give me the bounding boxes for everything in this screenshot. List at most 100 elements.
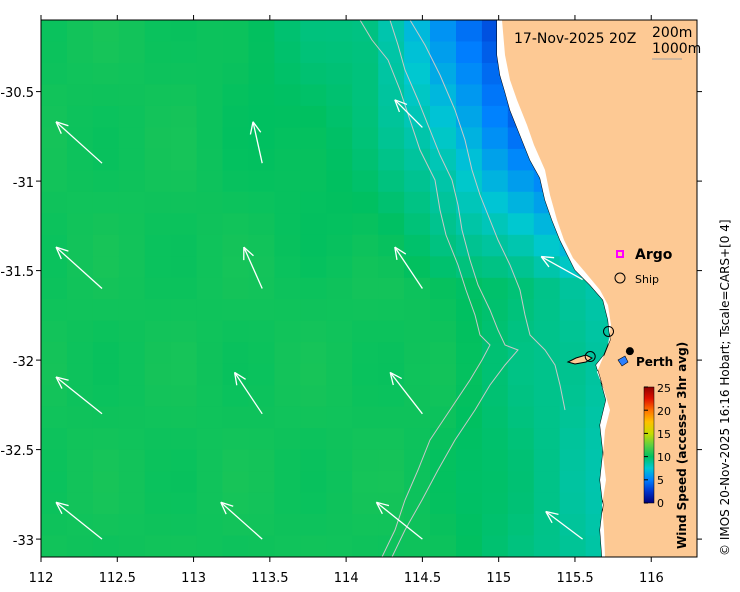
heatmap-cell <box>222 127 249 150</box>
heatmap-cell <box>326 406 353 429</box>
heatmap-cell <box>66 277 94 300</box>
heatmap-cell <box>352 191 379 214</box>
colorbar-tick-label: 0 <box>657 497 664 510</box>
heatmap-cell <box>559 363 587 386</box>
heatmap-cell <box>170 471 198 494</box>
heatmap-cell <box>481 170 509 193</box>
heatmap-cell <box>66 256 94 279</box>
heatmap-cell <box>559 277 587 300</box>
heatmap-cell <box>144 535 172 557</box>
heatmap-cell <box>559 428 587 451</box>
heatmap-cell <box>430 105 457 128</box>
heatmap-cell <box>300 20 327 43</box>
heatmap-cell <box>352 41 379 64</box>
wind-arrow-head <box>55 502 63 515</box>
heatmap-cell <box>170 127 198 150</box>
heatmap-cell <box>196 449 224 472</box>
heatmap-cell <box>507 342 535 365</box>
heatmap-cell <box>456 256 483 279</box>
heatmap-cell <box>378 256 405 279</box>
heatmap-cell <box>352 234 379 257</box>
heatmap-cell <box>430 514 457 537</box>
heatmap-cell <box>274 234 301 257</box>
heatmap-cell <box>456 299 483 322</box>
heatmap-cell <box>41 535 68 557</box>
heatmap-cell <box>196 385 224 408</box>
wind-arrow <box>233 371 263 415</box>
heatmap-cell <box>300 557 327 579</box>
heatmap-cell <box>92 299 120 322</box>
wind-arrow-head <box>545 510 559 516</box>
heatmap-cell <box>352 170 379 193</box>
heatmap-cell <box>196 428 224 451</box>
heatmap-cell <box>507 449 535 472</box>
heatmap-cell <box>41 320 68 343</box>
heatmap-cell <box>144 449 172 472</box>
heatmap-cell <box>196 127 224 150</box>
heatmap-cell <box>456 20 483 43</box>
heatmap-cell <box>66 84 94 107</box>
heatmap-cell <box>222 449 249 472</box>
heatmap-cell <box>300 277 327 300</box>
heatmap-cell <box>248 213 275 236</box>
heatmap-cell <box>274 406 301 429</box>
heatmap-cell <box>274 41 301 64</box>
heatmap-cell <box>300 41 327 64</box>
heatmap-cell <box>274 127 301 150</box>
heatmap-cell <box>326 234 353 257</box>
heatmap-cell <box>507 492 535 515</box>
wind-arrow-head <box>55 246 69 252</box>
heatmap-cell <box>300 148 327 171</box>
heatmap-cell <box>144 105 172 128</box>
wind-arrow-shaft <box>252 121 263 164</box>
perth-city-marker <box>625 347 634 356</box>
heatmap-cell <box>274 492 301 515</box>
heatmap-cell <box>248 320 275 343</box>
heatmap-cell <box>66 234 94 257</box>
heatmap-cell <box>170 299 198 322</box>
heatmap-cell <box>92 41 120 64</box>
heatmap-cell <box>507 385 535 408</box>
heatmap-cell <box>196 492 224 515</box>
heatmap-cell <box>378 557 405 579</box>
heatmap-cell <box>118 471 146 494</box>
heatmap-cell <box>300 213 327 236</box>
heatmap-cell <box>507 535 535 557</box>
wind-arrow <box>394 99 423 128</box>
heatmap-cell <box>507 170 535 193</box>
colorbar-title: Wind Speed (access-r 3hr avg) <box>675 342 689 549</box>
heatmap-cell <box>144 471 172 494</box>
heatmap-cell <box>92 514 120 537</box>
heatmap-cell <box>92 535 120 557</box>
heatmap-cell <box>274 385 301 408</box>
heatmap-cell <box>144 342 172 365</box>
heatmap-cell <box>66 406 94 429</box>
heatmap-cell <box>300 492 327 515</box>
heatmap-cell <box>66 471 94 494</box>
heatmap-cell <box>118 20 146 43</box>
x-tick-label: 116 <box>639 571 664 586</box>
heatmap-cell <box>248 127 275 150</box>
heatmap-cell <box>222 170 249 193</box>
heatmap-cell <box>481 234 509 257</box>
ship-position-marker <box>584 351 596 363</box>
heatmap-cell <box>481 299 509 322</box>
heatmap-cell <box>481 449 509 472</box>
heatmap-cell <box>378 342 405 365</box>
wind-arrow <box>545 510 583 540</box>
heatmap-cell <box>222 471 249 494</box>
heatmap-cell <box>430 385 457 408</box>
colorbar-tick-label: 25 <box>657 382 671 395</box>
heatmap-cell <box>300 535 327 557</box>
heatmap-cell <box>66 20 94 43</box>
wind-arrow <box>540 255 583 281</box>
heatmap-cell <box>274 363 301 386</box>
heatmap-cell <box>41 256 68 279</box>
heatmap-cell <box>144 277 172 300</box>
heatmap-cell <box>533 535 561 557</box>
heatmap-cell <box>66 148 94 171</box>
heatmap-cell <box>170 406 198 429</box>
plot-frame <box>40 19 698 558</box>
wind-arrow <box>55 376 103 415</box>
